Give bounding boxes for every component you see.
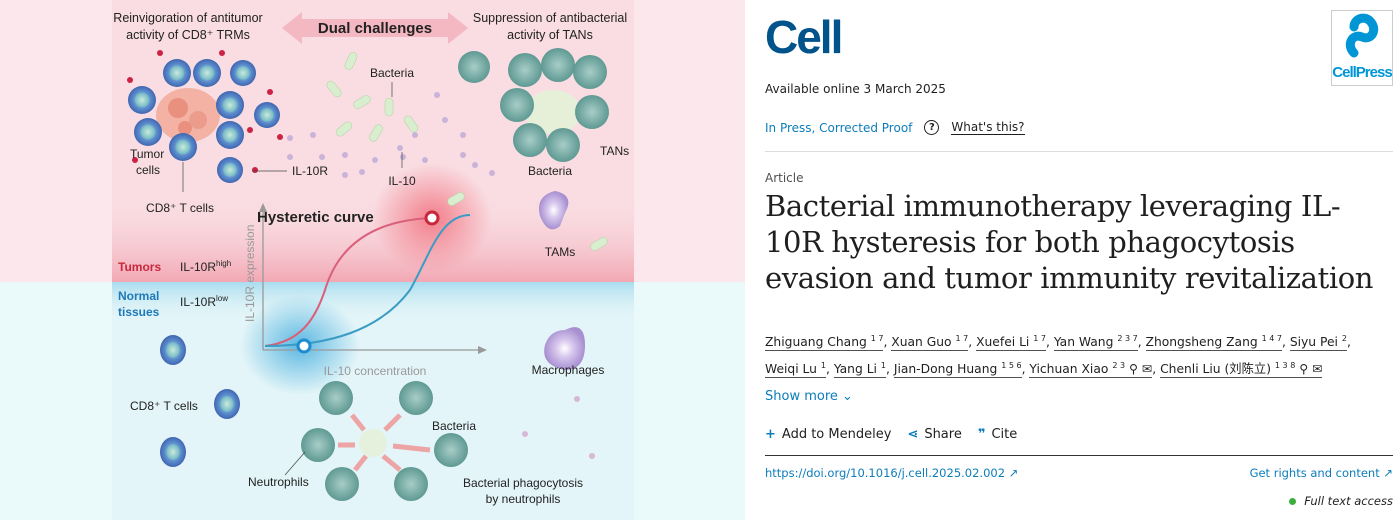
article-type: Article [765, 171, 804, 185]
low-state-marker [296, 338, 312, 354]
il10r-low-label: IL-10Rlow [180, 294, 228, 309]
tam-cell [539, 191, 569, 230]
external-link-icon: ↗ [1008, 466, 1019, 480]
person-icon: ⚲ [1128, 362, 1138, 377]
mail-icon: ✉ [1141, 362, 1153, 377]
hysteresis-plot: IL-10R expression IL-10 concentration Hy… [243, 203, 487, 378]
divider [765, 455, 1393, 456]
cd8-top-label: CD8⁺ T cells [146, 201, 214, 215]
rights-link[interactable]: Get rights and content ↗ [1249, 466, 1393, 480]
cite-button[interactable]: ❞ Cite [977, 427, 1018, 442]
tans [458, 48, 609, 162]
macrophages-label: Macrophages [532, 363, 605, 377]
publication-status: In Press, Corrected Proof ? What's this? [765, 120, 1025, 135]
add-to-mendeley-button[interactable]: + Add to Mendeley [765, 427, 892, 442]
available-online: Available online 3 March 2025 [765, 82, 946, 96]
svg-text:IL-10R expression: IL-10R expression [243, 225, 257, 322]
author-link[interactable]: Weiqi Lu 1 [765, 361, 826, 379]
author-link[interactable]: Yang Li 1 [833, 361, 886, 379]
article-actions: + Add to Mendeley ⋖ Share ❞ Cite [765, 427, 1017, 442]
access-status: Full text access [1289, 494, 1393, 508]
person-icon: ⚲ [1299, 362, 1309, 377]
bacteria-top-label: Bacteria [370, 66, 414, 80]
cd8-t-cells [128, 59, 280, 183]
external-link-icon: ↗ [1383, 466, 1393, 480]
double-arrow [282, 12, 468, 44]
center-heading: Dual challenges [318, 20, 432, 37]
question-circle-icon[interactable]: ? [924, 120, 940, 135]
tumors-label: Tumors [118, 260, 161, 274]
right-heading: Suppression of antibacterial activity of … [473, 11, 627, 42]
mail-icon: ✉ [1312, 362, 1323, 377]
author-list: Zhiguang Chang 1 7, Xuan Guo 1 7, Xuefei… [765, 334, 1351, 379]
cd8-bottom-label: CD8⁺ T cells [130, 399, 198, 413]
bacteria [326, 52, 608, 251]
chevron-down-icon: ⌄ [842, 389, 853, 404]
red-curve [264, 217, 433, 347]
status-text: In Press, Corrected Proof [765, 120, 913, 135]
author-link[interactable]: Yan Wang 2 3 7 [1053, 334, 1138, 352]
author-link[interactable]: Chenli Liu (刘陈立) 1 3 8 ⚲ ✉ [1160, 361, 1323, 379]
macrophage [544, 327, 585, 370]
plus-icon: + [765, 427, 776, 442]
bacteria-tan-label: Bacteria [528, 164, 572, 178]
divider [765, 151, 1393, 152]
author-link[interactable]: Zhongsheng Zang 1 4 7 [1145, 334, 1282, 352]
bacteria-bottom-label: Bacteria [432, 419, 476, 433]
author-link[interactable]: Xuefei Li 1 7 [976, 334, 1047, 352]
author-link[interactable]: Siyu Pei 2 [1289, 334, 1347, 352]
il10r-label: IL-10R [292, 164, 328, 178]
cell-journal-logo[interactable]: Cell [765, 11, 843, 63]
blue-curve [264, 214, 471, 347]
cellpress-mark-icon [1345, 13, 1379, 58]
il10-label: IL-10 [388, 174, 416, 188]
author-link[interactable]: Jian-Dong Huang 1 5 6 [893, 361, 1022, 379]
svg-text:Hysteretic curve: Hysteretic curve [257, 209, 374, 226]
tumor-cells-label: Tumor cells [130, 147, 164, 177]
article-title: Bacterial immunotherapy leveraging IL-10… [765, 189, 1374, 295]
access-dot-icon [1289, 497, 1297, 505]
whats-this-link[interactable]: What's this? [951, 120, 1025, 135]
il10r-receptors [127, 50, 283, 173]
phagocytosis-label: Bacterial phagocytosis by neutrophils [463, 476, 583, 506]
show-more-button[interactable]: Show more ⌄ [765, 389, 853, 404]
share-button[interactable]: ⋖ Share [907, 427, 962, 442]
author-link[interactable]: Zhiguang Chang 1 7 [765, 334, 884, 352]
author-link[interactable]: Yichuan Xiao 2 3 ⚲ ✉ [1029, 361, 1153, 379]
tans-label: TANs [600, 144, 629, 158]
il10-molecules [287, 92, 495, 178]
article-header: Cell CellPress Available online 3 March … [765, 0, 1393, 520]
normal-tissues-label: Normal tissues [118, 289, 160, 319]
high-state-marker [424, 210, 440, 226]
bottom-t-cells [160, 335, 240, 467]
graphical-abstract: Reinvigoration of antitumor activity of C… [0, 0, 745, 520]
neutrophils [301, 381, 468, 501]
doi-link[interactable]: https://doi.org/10.1016/j.cell.2025.02.0… [765, 466, 1019, 480]
svg-text:IL-10 concentration: IL-10 concentration [324, 364, 427, 378]
tumor-cells [156, 88, 220, 142]
quote-icon: ❞ [977, 427, 986, 442]
share-icon: ⋖ [907, 427, 919, 442]
author-link[interactable]: Xuan Guo 1 7 [891, 334, 969, 352]
left-heading: Reinvigoration of antitumor activity of C… [113, 11, 262, 42]
tams-label: TAMs [545, 245, 575, 259]
il10r-high-label: IL-10Rhigh [180, 259, 231, 274]
cellpress-logo[interactable]: CellPress [1331, 10, 1393, 86]
neutrophils-label: Neutrophils [248, 475, 309, 489]
